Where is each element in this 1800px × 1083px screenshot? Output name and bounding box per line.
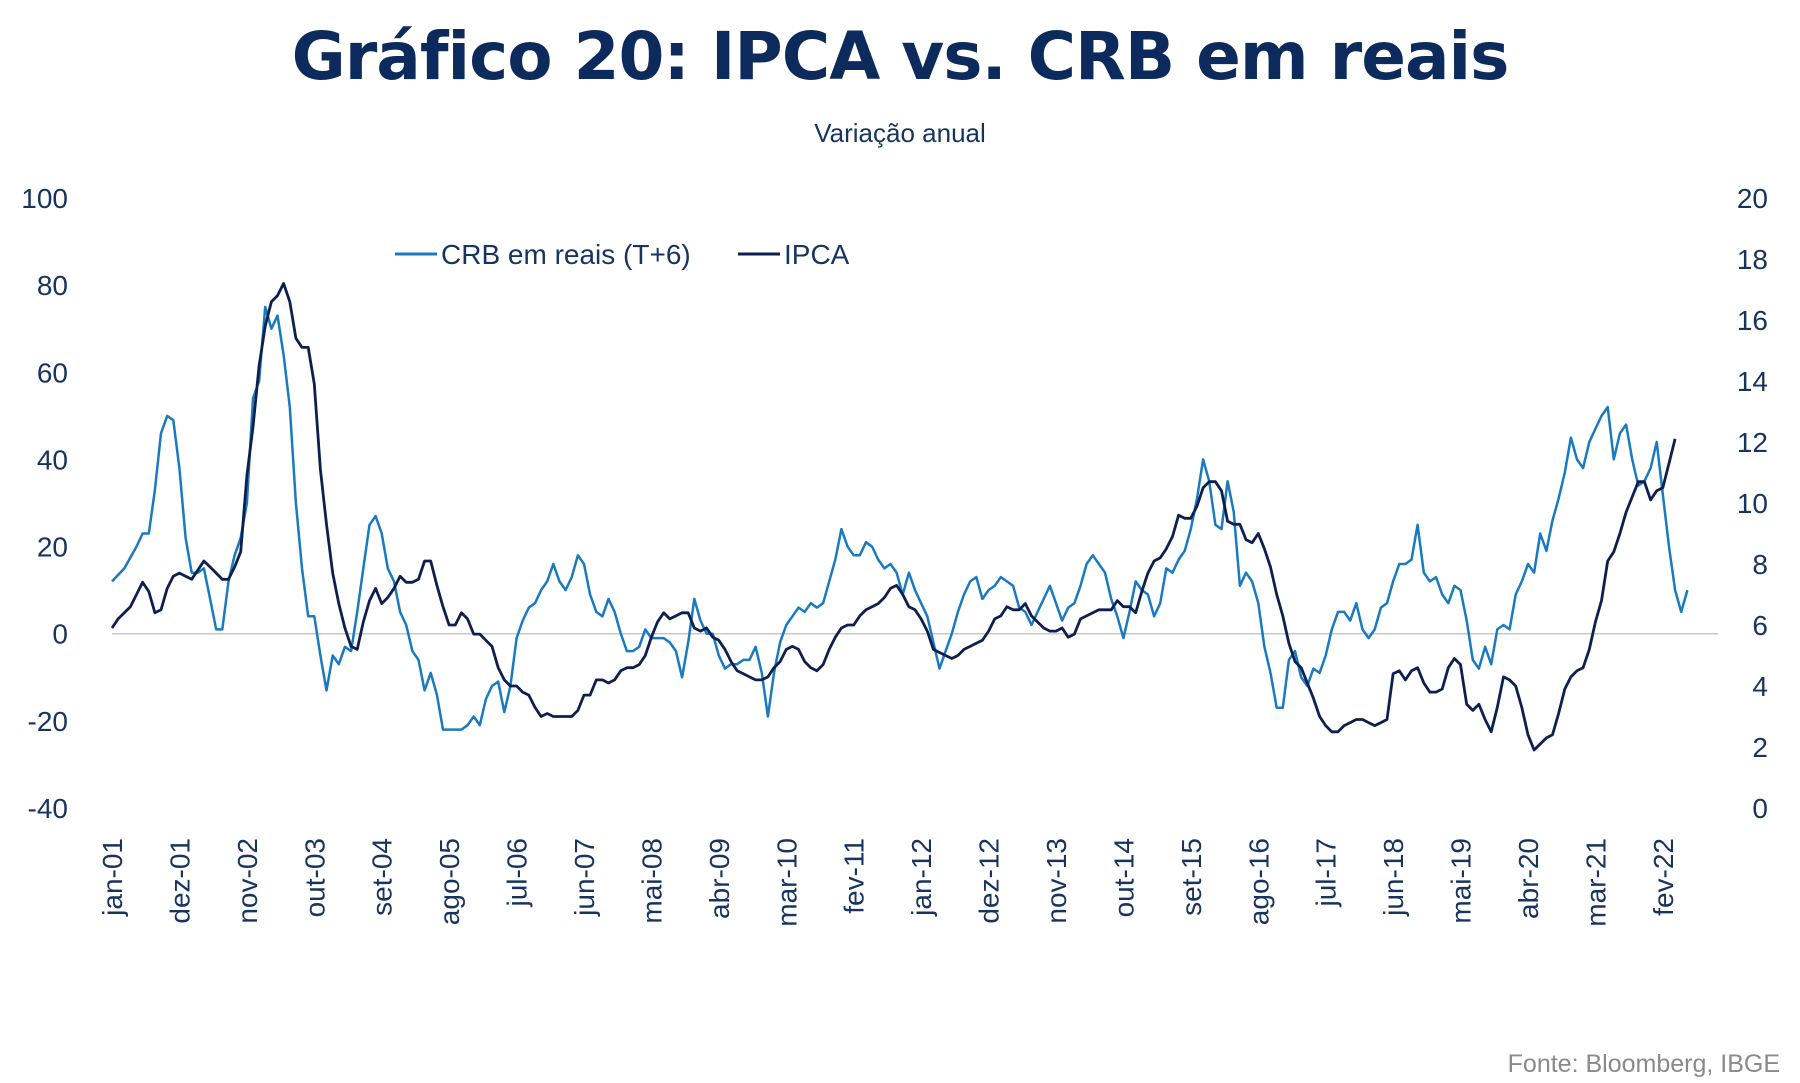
- left-tick-label: 0: [52, 619, 68, 650]
- right-tick-label: 4: [1752, 671, 1768, 702]
- x-tick-label: jul-06: [502, 838, 533, 907]
- x-tick-label: out-03: [299, 838, 330, 917]
- source-note: Fonte: Bloomberg, IBGE: [1507, 1050, 1780, 1078]
- x-tick-label: jan-12: [906, 838, 937, 917]
- x-tick-label: ago-05: [434, 838, 465, 925]
- legend-label-ipca: IPCA: [784, 239, 850, 270]
- x-tick-label: mar-10: [771, 838, 802, 927]
- right-tick-label: 14: [1737, 366, 1768, 397]
- left-tick-label: -20: [28, 706, 68, 737]
- series-layer: [110, 282, 1689, 752]
- x-tick-label: ago-16: [1243, 838, 1274, 925]
- x-tick-label: jun-07: [569, 838, 600, 917]
- x-tick-label: mar-21: [1580, 838, 1611, 927]
- right-tick-label: 0: [1752, 793, 1768, 824]
- legend: CRB em reais (T+6) IPCA: [395, 239, 850, 270]
- chart-title: Gráfico 20: IPCA vs. CRB em reais: [291, 18, 1510, 95]
- right-tick-label: 16: [1737, 305, 1768, 336]
- left-tick-label: -40: [28, 793, 68, 824]
- right-tick-label: 10: [1737, 488, 1768, 519]
- series-line-crb: [111, 305, 1689, 731]
- right-tick-label: 2: [1752, 732, 1768, 763]
- left-tick-label: 40: [37, 444, 68, 475]
- left-tick-label: 60: [37, 357, 68, 388]
- legend-label-crb: CRB em reais (T+6): [441, 239, 691, 270]
- x-tick-label: set-04: [367, 838, 398, 916]
- series-line-ipca: [110, 282, 1677, 752]
- chart-subtitle: Variação anual: [814, 118, 986, 148]
- x-axis: jan-01 dez-01 nov-02 out-03 set-04 ago-05 jul-…: [97, 838, 1679, 927]
- left-tick-label: 100: [21, 183, 68, 214]
- right-tick-label: 12: [1737, 427, 1768, 458]
- x-tick-label: jan-01: [97, 838, 128, 917]
- x-tick-label: set-15: [1176, 838, 1207, 916]
- right-tick-label: 6: [1752, 610, 1768, 641]
- x-tick-label: nov-02: [232, 838, 263, 924]
- left-tick-label: 20: [37, 532, 68, 563]
- x-tick-label: fev-11: [839, 838, 870, 914]
- x-tick-label: jul-17: [1311, 838, 1342, 907]
- x-tick-label: dez-12: [974, 838, 1005, 924]
- right-tick-label: 20: [1737, 183, 1768, 214]
- left-tick-label: 80: [37, 270, 68, 301]
- x-tick-label: abr-09: [704, 838, 735, 919]
- x-tick-label: mai-19: [1446, 838, 1477, 924]
- left-axis: 100 80 60 40 20 0 -20 -40: [21, 183, 68, 824]
- right-tick-label: 18: [1737, 244, 1768, 275]
- x-tick-label: out-14: [1108, 838, 1139, 917]
- x-tick-label: dez-01: [164, 838, 195, 924]
- x-tick-label: jun-18: [1378, 838, 1409, 917]
- right-tick-label: 8: [1752, 549, 1768, 580]
- x-tick-label: mai-08: [636, 838, 667, 924]
- x-tick-label: fev-22: [1648, 838, 1679, 916]
- x-tick-label: nov-13: [1041, 838, 1072, 924]
- x-tick-label: abr-20: [1513, 838, 1544, 919]
